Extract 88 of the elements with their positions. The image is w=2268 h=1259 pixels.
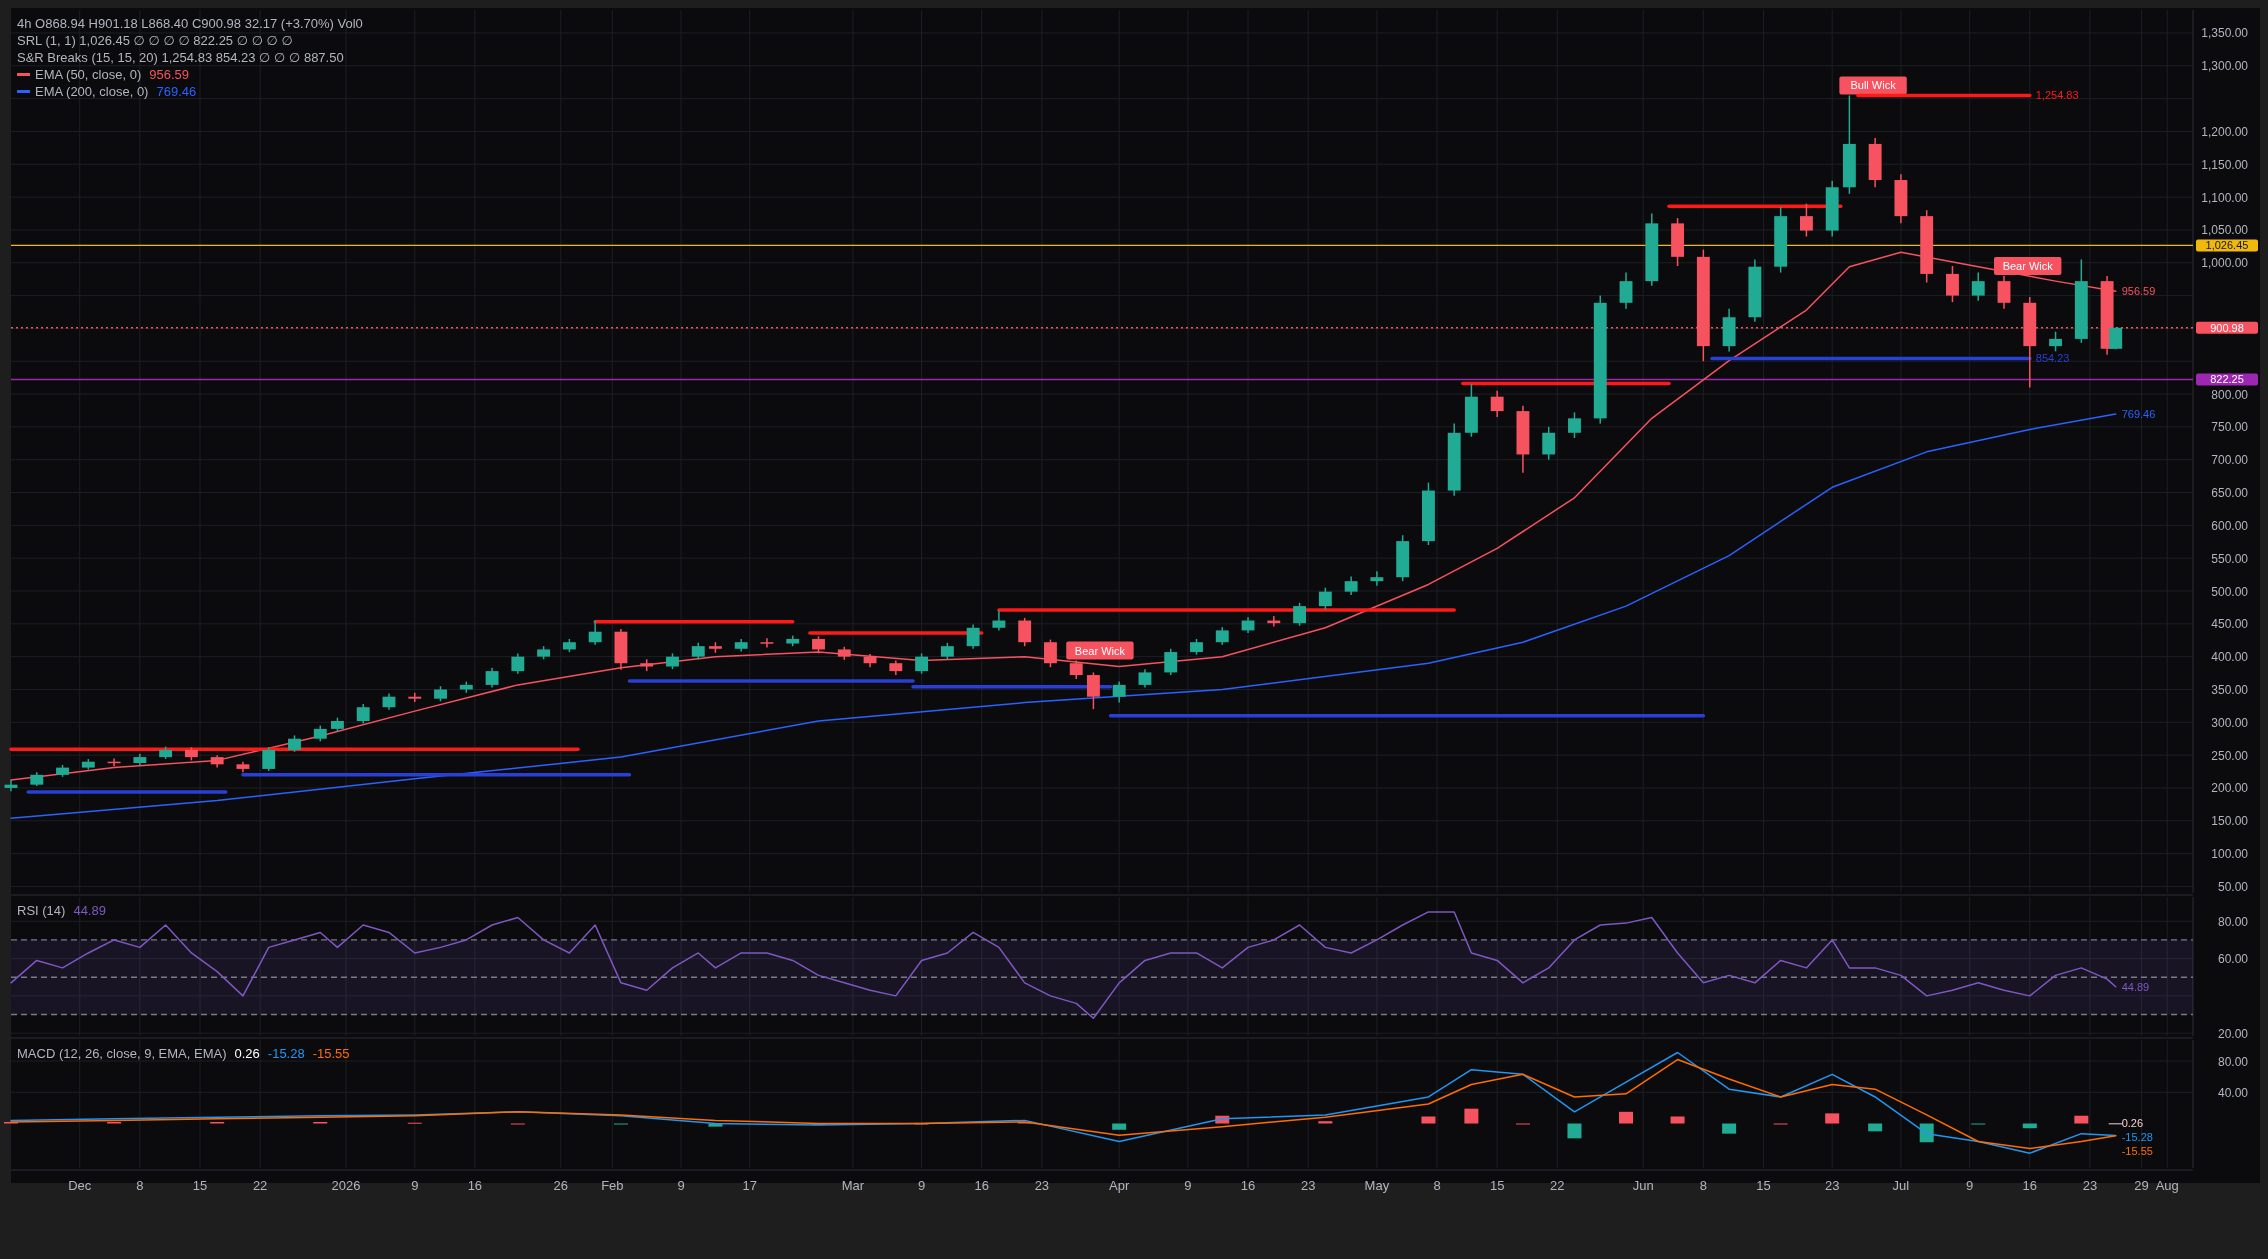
- y-tick-label: 300.00: [2211, 715, 2249, 730]
- y-tick-label: 1,200.00: [2201, 124, 2249, 139]
- x-tick-label: Jul: [1892, 1178, 1910, 1193]
- annotation: Bear Wick: [2002, 259, 2054, 272]
- y-tick-label: 650.00: [2211, 486, 2249, 501]
- x-tick-label: 23: [1824, 1178, 1840, 1193]
- annotation: Bull Wick: [1850, 79, 1897, 92]
- annotation: SRL (1, 1) 1,026.45 ∅ ∅ ∅ ∅ 822.25 ∅ ∅ ∅ ∅: [17, 33, 293, 48]
- x-tick-label: 9: [917, 1178, 926, 1193]
- x-tick-label: 16: [467, 1178, 483, 1193]
- x-tick-label: 23: [2082, 1178, 2098, 1193]
- y-tick-label: 350.00: [2211, 682, 2249, 697]
- text: RSI (14): [17, 903, 66, 918]
- y-tick-label: 450.00: [2211, 617, 2249, 632]
- x-tick-label: 23: [1300, 1178, 1316, 1193]
- y-tick-label: 1,050.00: [2201, 223, 2249, 238]
- y-tick-label: 150.00: [2211, 814, 2249, 829]
- x-tick-label: 16: [2022, 1178, 2038, 1193]
- y-tick-label: 550.00: [2211, 551, 2249, 566]
- y-tick-label: 400.00: [2211, 650, 2249, 665]
- legend-label: EMA (50, close, 0): [35, 67, 142, 82]
- x-tick-label: 9: [677, 1178, 685, 1193]
- x-tick-label: May: [1364, 1178, 1390, 1193]
- x-tick-label: 23: [1034, 1178, 1050, 1193]
- x-tick-label: 8: [136, 1178, 144, 1193]
- x-tick-label: 9: [411, 1178, 419, 1193]
- y-tick-label: 500.00: [2211, 584, 2249, 599]
- text: -15.55: [312, 1046, 350, 1061]
- x-tick-label: 16: [1240, 1178, 1256, 1193]
- text: -15.28: [267, 1046, 305, 1061]
- y-tick-label: 80.00: [2217, 1054, 2249, 1069]
- legend-label: EMA (200, close, 0): [35, 84, 149, 99]
- text: 4h O868.94 H901.18 L868.40 C900.98 32.17 (+3.70%) Vol0: [17, 16, 363, 31]
- y-tick-label: 80.00: [2217, 914, 2249, 929]
- y-tick-label: 250.00: [2211, 748, 2249, 763]
- y-tick-label: 60.00: [2217, 952, 2249, 967]
- data-label: 1,254.83: [2035, 89, 2079, 102]
- y-tick-label: 50.00: [2217, 879, 2249, 894]
- y-tick-label: 100.00: [2211, 847, 2249, 862]
- x-tick-label: Apr: [1109, 1178, 1130, 1193]
- data-label: 956.59: [2121, 285, 2156, 298]
- y-tick-label: 200.00: [2211, 781, 2249, 796]
- x-tick-label: 22: [252, 1178, 268, 1193]
- text: 0.26: [234, 1046, 260, 1061]
- y-tick-label: 750.00: [2211, 420, 2249, 435]
- ref-line-label: 900.98: [2210, 321, 2244, 334]
- x-tick-label: 16: [974, 1178, 989, 1193]
- y-tick-label: 1,350.00: [2201, 26, 2249, 41]
- y-tick-label: 700.00: [2211, 453, 2249, 468]
- x-tick-label: 29: [2134, 1178, 2149, 1193]
- x-tick-label: 15: [1756, 1178, 1771, 1193]
- x-tick-label: 9: [1184, 1178, 1192, 1193]
- data-label: -15.28: [2121, 1131, 2153, 1144]
- x-tick-label: 9: [1966, 1178, 1974, 1193]
- x-tick-label: Dec: [68, 1178, 92, 1193]
- data-label: 0.26: [2121, 1117, 2144, 1130]
- text: 769.46: [156, 84, 197, 99]
- text: 956.59: [149, 67, 189, 82]
- y-tick-label: 1,100.00: [2201, 190, 2249, 205]
- annotation: Bear Wick: [1074, 644, 1126, 657]
- x-tick-label: 22: [1550, 1178, 1565, 1193]
- x-tick-label: 2026: [331, 1178, 361, 1193]
- y-tick-label: 800.00: [2211, 387, 2249, 402]
- x-tick-label: 15: [1489, 1178, 1505, 1193]
- y-tick-label: 1,300.00: [2201, 59, 2249, 74]
- x-tick-label: 26: [553, 1178, 569, 1193]
- data-label: -15.55: [2121, 1145, 2153, 1158]
- data-label: 854.23: [2035, 352, 2070, 365]
- y-tick-label: 1,150.00: [2201, 157, 2249, 172]
- text: 44.89: [73, 903, 106, 918]
- ref-line-label: 822.25: [2210, 373, 2244, 386]
- ref-line-label: 1,026.45: [2205, 239, 2249, 252]
- x-tick-label: Feb: [601, 1178, 624, 1193]
- x-tick-label: Jun: [1632, 1178, 1654, 1193]
- data-label: 44.89: [2121, 980, 2150, 993]
- annotation: S&R Breaks (15, 15, 20) 1,254.83 854.23 ∅ ∅ ∅ 887.50: [17, 50, 344, 65]
- x-tick-label: 8: [1433, 1178, 1441, 1193]
- y-tick-label: 600.00: [2211, 518, 2249, 533]
- y-tick-label: 1,000.00: [2201, 256, 2249, 271]
- text: MACD (12, 26, close, 9, EMA, EMA): [17, 1046, 227, 1061]
- y-tick-label: 20.00: [2217, 1026, 2249, 1041]
- data-label: 769.46: [2121, 408, 2156, 421]
- y-tick-label: 40.00: [2217, 1085, 2249, 1100]
- x-tick-label: Mar: [841, 1178, 865, 1193]
- x-tick-label: 17: [742, 1178, 758, 1193]
- x-tick-label: 15: [192, 1178, 208, 1193]
- x-tick-label: Aug: [2155, 1178, 2179, 1193]
- x-tick-label: 8: [1699, 1178, 1707, 1193]
